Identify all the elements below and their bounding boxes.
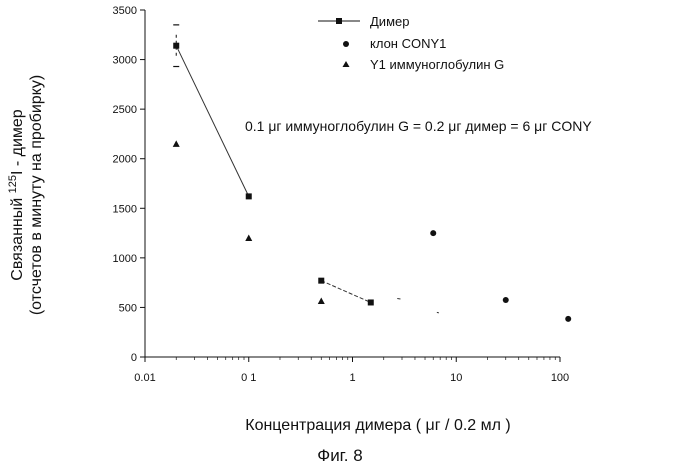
y-axis-title: Связанный 125I - димер (отсчетов в минут… bbox=[7, 75, 45, 315]
dimer-fit-line bbox=[176, 46, 249, 197]
legend-circle-marker bbox=[343, 41, 349, 47]
legend-label-igg: Y1 иммуноглобулин G bbox=[370, 57, 504, 72]
y-tick-label: 1500 bbox=[113, 203, 137, 215]
y-tick-label: 3000 bbox=[113, 55, 137, 67]
data-point-square bbox=[173, 43, 179, 49]
y-axis-title-line1: Связанный 125I - димер bbox=[7, 109, 26, 281]
legend-item-cony1: клон CONY1 bbox=[343, 36, 446, 51]
legend: Димер клон CONY1 Y1 иммуноглобулин G bbox=[318, 14, 504, 72]
data-point-square bbox=[246, 193, 252, 199]
x-tick-label: 0 1 bbox=[241, 372, 256, 384]
y-tick-label: 500 bbox=[119, 302, 137, 314]
figure-caption: Фиг. 8 bbox=[317, 446, 362, 465]
legend-item-igg: Y1 иммуноглобулин G bbox=[343, 57, 505, 72]
x-tick-label: 10 bbox=[450, 372, 462, 384]
y-axis-title-prefix: Связанный bbox=[9, 193, 26, 280]
legend-label-cony1: клон CONY1 bbox=[370, 36, 446, 51]
y-tick-label: 2500 bbox=[113, 104, 137, 116]
legend-triangle-marker bbox=[343, 61, 350, 67]
y-axis-title-line2: (отсчетов в минуту на пробирку) bbox=[28, 75, 45, 315]
x-tick-label: 0.01 bbox=[134, 372, 155, 384]
data-point-triangle bbox=[245, 235, 252, 242]
y-tick-label: 1000 bbox=[113, 253, 137, 265]
y-tick-label: 2000 bbox=[113, 154, 137, 166]
x-tick-label: 100 bbox=[551, 372, 569, 384]
y-axis-title-suffix: I - димер bbox=[9, 109, 26, 175]
data-point-circle bbox=[430, 230, 436, 236]
legend-label-dimer: Димер bbox=[370, 14, 409, 29]
x-axis-title: Концентрация димера ( μг / 0.2 мл ) bbox=[245, 417, 510, 434]
data-point-square bbox=[318, 278, 324, 284]
data-point-triangle bbox=[318, 297, 325, 304]
y-tick-label: 0 bbox=[131, 352, 137, 364]
y-axis-title-superscript: 125 bbox=[7, 175, 19, 193]
x-tick-label: 1 bbox=[349, 372, 355, 384]
data-point-circle bbox=[565, 316, 571, 322]
data-point-square bbox=[368, 299, 374, 305]
legend-square-marker bbox=[336, 18, 342, 24]
data-point-triangle bbox=[173, 140, 180, 147]
legend-item-dimer: Димер bbox=[318, 14, 409, 29]
dimer-fit-line bbox=[321, 281, 371, 303]
data-point-circle bbox=[503, 297, 509, 303]
y-tick-label: 3500 bbox=[113, 5, 137, 17]
equivalence-annotation: 0.1 μг иммуноглобулин G = 0.2 μг димер =… bbox=[245, 118, 592, 134]
